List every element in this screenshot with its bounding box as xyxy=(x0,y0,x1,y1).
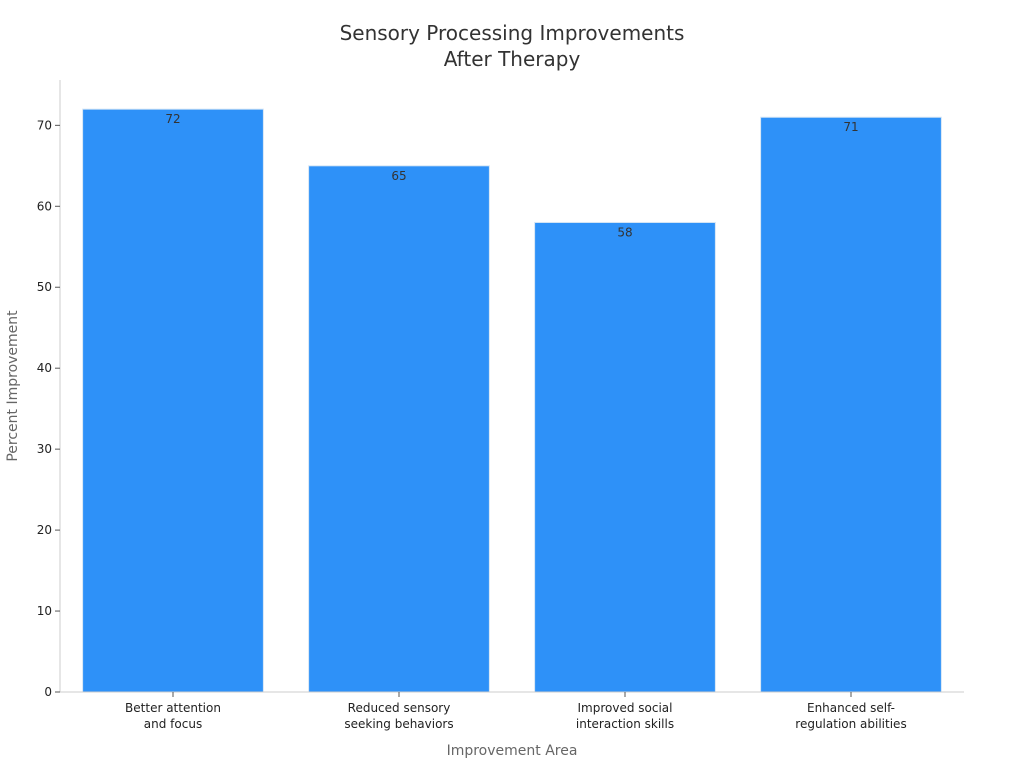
y-tick-label: 20 xyxy=(37,523,52,537)
x-ticks-group: Better attention and focus Reduced sensory… xyxy=(125,692,907,731)
bar xyxy=(760,116,942,693)
y-tick-label: 0 xyxy=(44,685,52,699)
data-label: 58 xyxy=(617,225,632,239)
y-tick-label: 10 xyxy=(37,604,52,618)
data-label: 65 xyxy=(391,169,406,183)
x-tick-label: interaction skills xyxy=(576,717,674,731)
x-tick-label: regulation abilities xyxy=(795,717,906,731)
y-axis-label: Percent Improvement xyxy=(5,310,21,462)
bar xyxy=(82,108,264,693)
x-tick-label: Improved social xyxy=(578,701,673,715)
x-axis-label: Improvement Area xyxy=(447,743,578,759)
x-tick-label: Reduced sensory xyxy=(348,701,451,715)
y-tick-label: 40 xyxy=(37,361,52,375)
x-tick-label: seeking behaviors xyxy=(344,717,453,731)
x-tick-label: Better attention xyxy=(125,701,221,715)
bars-group xyxy=(82,108,942,693)
x-tick-label: and focus xyxy=(144,717,202,731)
y-tick-label: 70 xyxy=(37,118,52,132)
bar xyxy=(308,165,490,693)
y-tick-label: 30 xyxy=(37,442,52,456)
data-label: 72 xyxy=(165,112,180,126)
data-labels-group: 72 65 58 71 xyxy=(165,112,858,239)
bar xyxy=(534,221,716,693)
chart-title-line-2: After Therapy xyxy=(444,47,581,71)
data-label: 71 xyxy=(843,120,858,134)
y-tick-label: 50 xyxy=(37,280,52,294)
y-ticks-group: 0 10 20 30 40 50 60 70 xyxy=(37,118,60,699)
x-tick-label: Enhanced self- xyxy=(807,701,895,715)
chart-title-line-1: Sensory Processing Improvements xyxy=(340,21,685,45)
y-tick-label: 60 xyxy=(37,199,52,213)
